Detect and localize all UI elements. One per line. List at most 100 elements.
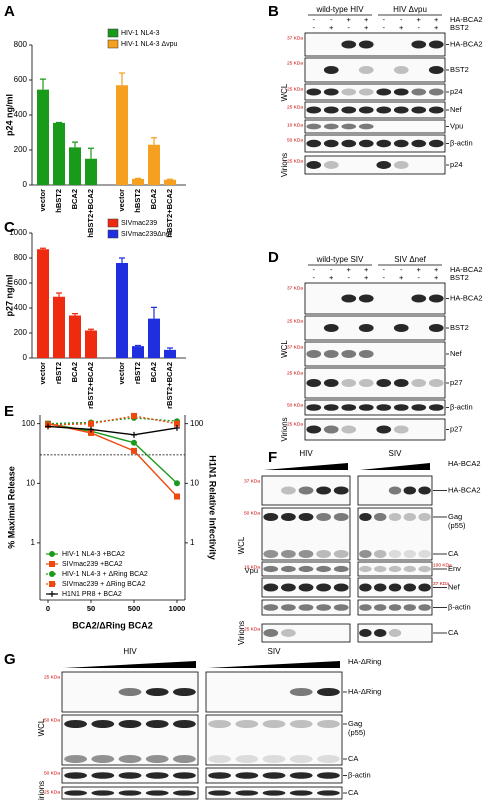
x-tick-label: BCA2 [149, 189, 158, 209]
band [316, 755, 340, 763]
condition-sign: + [364, 23, 369, 32]
panel-letter: F [268, 449, 277, 466]
band [323, 66, 339, 74]
marker [174, 424, 180, 431]
y-tick-label: 100 [22, 419, 36, 428]
series-line [47, 425, 178, 436]
mw-label: 25 KDa [44, 674, 60, 680]
band [376, 161, 392, 169]
band [388, 629, 402, 637]
condition-sign: + [347, 265, 352, 274]
y-tick-label: 200 [14, 145, 28, 154]
band [358, 123, 374, 130]
band [118, 720, 142, 728]
band [418, 486, 431, 495]
band [403, 583, 417, 592]
legend-swatch [107, 28, 119, 38]
y-tick-label: 800 [14, 253, 28, 262]
section-label: WCL [280, 83, 289, 101]
error-bar [72, 141, 78, 148]
band [316, 513, 331, 521]
band [376, 404, 392, 411]
panel-letter: D [268, 249, 279, 266]
x-tick-label: hBST2+BCA2 [86, 189, 95, 238]
condition-sign: - [313, 15, 316, 24]
marker [45, 423, 51, 430]
band [428, 404, 444, 411]
band [323, 350, 339, 358]
band [262, 790, 286, 796]
bar [164, 349, 176, 358]
band [298, 486, 314, 495]
legend-swatch [107, 39, 119, 49]
band [388, 565, 402, 573]
x-tick-label: hBST2 [54, 189, 63, 213]
error-bar [40, 247, 46, 250]
group-header: SIV Δnef [394, 255, 426, 264]
band-label-left: Vpu [245, 566, 258, 575]
band [393, 66, 409, 74]
section-label: WCL [237, 536, 246, 554]
error-bar [135, 344, 141, 347]
mw-label: 37 KDa [433, 581, 449, 587]
band [418, 513, 431, 521]
blot-frame [304, 155, 446, 175]
band [341, 106, 357, 114]
mw-label: 37 KDa [287, 344, 303, 350]
condition-sign: + [364, 265, 369, 274]
band-label: Nef [450, 105, 463, 114]
group-header: wild-type HIV [315, 5, 364, 14]
bar [116, 85, 128, 185]
condition-label: HA-BCA2 [450, 15, 483, 24]
condition-sign: - [348, 23, 351, 32]
band [118, 688, 142, 696]
section-label: Virions [280, 417, 289, 441]
band [428, 379, 444, 387]
bar [85, 330, 97, 358]
band [306, 161, 322, 169]
band [373, 583, 387, 592]
band [316, 486, 331, 495]
bar [53, 296, 65, 358]
condition-label: HA-BCA2 [450, 265, 483, 274]
band [403, 486, 417, 495]
band [428, 294, 444, 303]
titration-wedge [264, 463, 348, 470]
band-label: HA-BCA2 [450, 293, 483, 302]
condition-sign: + [434, 15, 439, 24]
band [376, 139, 392, 148]
band [64, 772, 88, 779]
mw-label: 25 KDa [287, 104, 303, 110]
band [316, 565, 331, 573]
band [235, 790, 259, 796]
band [359, 513, 372, 521]
y-axis-label: p24 ng/ml [4, 94, 14, 136]
band [263, 550, 279, 558]
group-header: SIV [389, 449, 403, 458]
band [263, 565, 279, 573]
x-tick-label: hBST2 [133, 189, 142, 213]
bar [132, 178, 144, 185]
bar [53, 122, 65, 185]
blot-frame [304, 83, 446, 101]
band [428, 106, 444, 114]
panel-letter: B [268, 3, 279, 20]
marker [131, 439, 137, 446]
band [316, 604, 331, 611]
band [403, 565, 417, 573]
band [393, 404, 409, 411]
condition-sign: - [313, 265, 316, 274]
condition-sign: - [418, 273, 421, 282]
marker [49, 561, 55, 567]
band [118, 772, 142, 779]
band [358, 139, 374, 148]
x-tick-label: rBST2+BCA2 [86, 362, 95, 409]
band [341, 379, 357, 387]
band [333, 550, 349, 558]
error-bar [119, 257, 125, 263]
legend-label: HIV-1 NL4-3 +BCA2 [62, 551, 125, 558]
x-tick-label: rBST2+BCA2 [165, 362, 174, 409]
error-bar [56, 292, 62, 297]
band-label: Gag [348, 719, 362, 728]
group-header: wild-type SIV [316, 255, 364, 264]
